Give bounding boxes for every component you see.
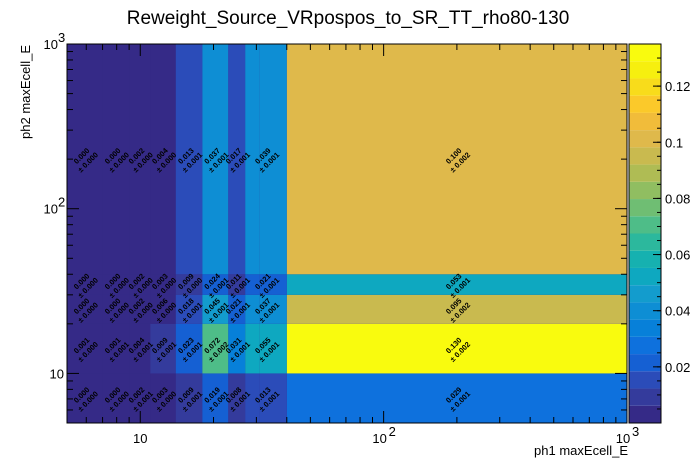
heatmap-cell — [67, 274, 103, 295]
y-tick-exponent: 2 — [58, 195, 65, 210]
color-scale-swatch — [629, 44, 661, 62]
heatmap-cell — [259, 294, 287, 324]
heatmap-cell — [245, 44, 260, 275]
color-scale-label: 0.04 — [665, 304, 690, 319]
color-scale-swatch — [629, 216, 661, 234]
heatmap-cell — [259, 323, 287, 374]
color-scale-swatch — [629, 336, 661, 355]
heatmap-cell — [202, 274, 229, 295]
color-scale-label: 0.02 — [665, 360, 690, 375]
heatmap-cell — [102, 44, 130, 275]
color-scale-swatch — [629, 354, 661, 372]
y-tick-label: 10 — [44, 37, 58, 52]
heatmap-cell — [228, 44, 246, 275]
heatmap-cell — [259, 373, 287, 423]
heatmap-cell — [67, 294, 103, 324]
heatmap-cell — [245, 373, 260, 423]
color-scale-frame — [628, 43, 662, 424]
heatmap-cell — [175, 274, 203, 295]
color-scale-swatch — [629, 95, 661, 113]
heatmap-cell — [245, 294, 260, 324]
y-tick-exponent: 3 — [58, 30, 65, 45]
color-scale-swatch — [629, 181, 661, 200]
x-axis-label: ph1 maxEcell_E — [534, 443, 628, 458]
heatmap-cell — [286, 323, 627, 374]
heatmap-cells — [67, 44, 627, 423]
heatmap-cell — [259, 44, 287, 275]
heatmap-cell — [150, 274, 176, 295]
heatmap-cell — [245, 323, 260, 374]
heatmap-cell — [175, 44, 203, 275]
heatmap-cell — [228, 274, 246, 295]
heatmap-cell — [202, 323, 229, 374]
heatmap-cell — [259, 274, 287, 295]
y-tick-label: 10 — [50, 366, 64, 381]
heatmap-cell — [245, 274, 260, 295]
heatmap-cell — [150, 373, 176, 423]
color-scale-bar: 0.02 0.04 0.06 0.08 0.1 0.12 — [628, 43, 690, 424]
color-scale-swatch — [629, 302, 661, 320]
heatmap-cell — [129, 323, 151, 374]
heatmap-cell — [150, 44, 176, 275]
color-scale-label: 0.06 — [665, 248, 690, 263]
x-tick-label: 10 — [616, 431, 630, 446]
x-tick-exponent: 2 — [389, 424, 396, 439]
heatmap-cell — [102, 323, 130, 374]
cell-label: 0.018± 0.001 — [176, 296, 204, 324]
color-scale-label: 0.12 — [665, 79, 690, 94]
heatmap-cell — [175, 323, 203, 374]
heatmap-cell — [228, 373, 246, 423]
color-scale-swatch — [629, 267, 661, 286]
heatmap-cell — [102, 373, 130, 423]
color-scale-swatch — [629, 405, 661, 423]
plot-frame — [66, 43, 628, 424]
color-scale-swatch — [629, 388, 661, 406]
heatmap-cell — [286, 44, 627, 275]
heatmap-cell — [67, 373, 103, 423]
heatmap-cell — [102, 294, 130, 324]
color-scale-swatch — [629, 371, 661, 389]
color-scale-swatch — [629, 164, 661, 182]
color-scale-label: 0.1 — [665, 135, 683, 150]
heatmap-cell — [102, 274, 130, 295]
heatmap-cell — [150, 323, 176, 374]
heatmap-cell — [286, 274, 627, 295]
color-scale-swatch — [629, 78, 661, 96]
heatmap-cell — [202, 294, 229, 324]
color-scale-swatch — [629, 233, 661, 251]
heatmap-cell — [202, 373, 229, 423]
heatmap-cell — [67, 323, 103, 374]
heatmap-cell — [286, 373, 627, 423]
heatmap-cell — [202, 44, 229, 275]
color-scale-swatch — [629, 319, 661, 337]
x-tick-exponent: 3 — [632, 424, 639, 439]
heatmap-cell — [129, 294, 151, 324]
color-scale-swatch — [629, 199, 661, 217]
color-scale-swatch — [629, 130, 661, 148]
heatmap-cell — [150, 294, 176, 324]
x-tick-label: 10 — [133, 431, 147, 446]
heatmap-cell — [129, 274, 151, 295]
heatmap-cell — [228, 294, 246, 324]
heatmap-cell — [175, 294, 203, 324]
y-axis-label: ph2 maxEcell_E — [18, 45, 33, 139]
color-scale-label: 0.08 — [665, 191, 690, 206]
color-scale-swatch — [629, 112, 661, 131]
color-scale-swatch — [629, 147, 661, 165]
heatmap-cell — [129, 373, 151, 423]
heatmap-cell — [228, 323, 246, 374]
heatmap-cell — [129, 44, 151, 275]
color-scale-swatch — [629, 285, 661, 303]
color-scale-swatch — [629, 61, 661, 79]
color-scale-swatch — [629, 250, 661, 268]
chart-title: Reweight_Source_VRpospos_to_SR_TT_rho80-… — [127, 8, 570, 29]
y-tick-label: 10 — [44, 202, 58, 217]
heatmap-cell — [286, 294, 627, 324]
x-tick-label: 10 — [372, 431, 386, 446]
heatmap-cell — [175, 373, 203, 423]
